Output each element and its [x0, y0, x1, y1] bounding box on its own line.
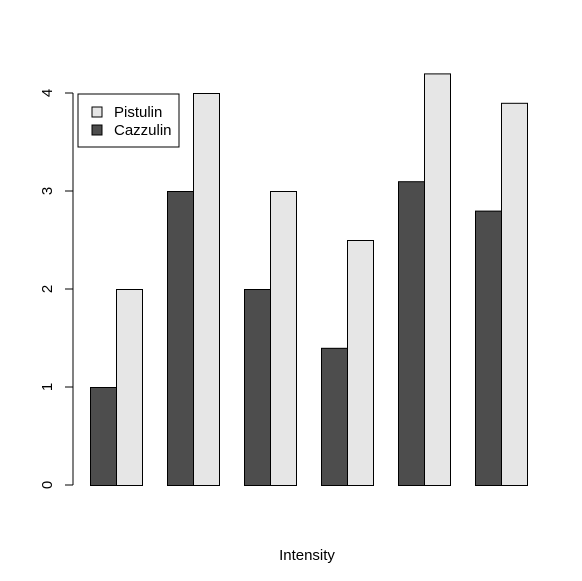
- bar-cazzulin-5: [398, 181, 425, 486]
- bar-pistulin-3: [270, 191, 297, 486]
- y-tick-label: 2: [39, 285, 56, 293]
- bar-cazzulin-1: [90, 387, 117, 486]
- y-axis: 0 1 2 3 4: [39, 89, 74, 489]
- bar-pistulin-6: [501, 102, 528, 487]
- bar-pistulin-1: [116, 289, 143, 486]
- y-tick-label: 0: [39, 481, 56, 489]
- legend-label-pistulin: Pistulin: [114, 104, 162, 121]
- bar-pistulin-2: [193, 93, 220, 486]
- legend-label-cazzulin: Cazzulin: [114, 122, 172, 139]
- bar-cazzulin-4: [321, 347, 348, 486]
- bars: [90, 73, 528, 487]
- y-tick-label: 3: [39, 187, 56, 195]
- bar-cazzulin-3: [244, 289, 271, 486]
- x-axis-label: Intensity: [279, 547, 335, 564]
- bar-cazzulin-6: [475, 210, 502, 486]
- y-tick-label: 4: [39, 89, 56, 97]
- legend-box: [77, 93, 180, 148]
- legend-swatch-cazzulin: [91, 124, 103, 136]
- bar-cazzulin-2: [167, 191, 194, 486]
- legend-swatch-pistulin: [91, 106, 103, 118]
- bar-pistulin-4: [347, 240, 374, 486]
- bar-pistulin-5: [424, 73, 451, 487]
- y-tick-label: 1: [39, 383, 56, 391]
